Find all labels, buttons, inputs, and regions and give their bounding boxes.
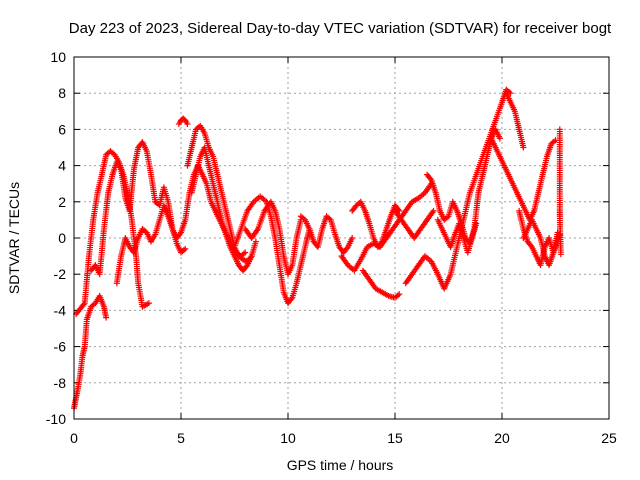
track-6-point	[184, 120, 191, 127]
track-11-point	[349, 235, 356, 241]
y-tick-label: 4	[58, 158, 66, 174]
track-7-point	[252, 238, 259, 245]
y-tick-label: -6	[54, 339, 67, 355]
track-17-point	[427, 175, 434, 182]
x-tick-label: 25	[601, 430, 617, 446]
track-8-point	[243, 263, 250, 270]
track-14-point	[396, 291, 403, 298]
y-tick-label: 2	[58, 194, 66, 210]
y-tick-label: 6	[58, 121, 66, 137]
track-5-point	[176, 230, 183, 237]
chart-title: Day 223 of 2023, Sidereal Day-to-day VTE…	[69, 20, 612, 37]
y-axis-label: SDTVAR / TECUs	[6, 182, 22, 294]
y-tick-label: -10	[46, 411, 66, 427]
track-17-point	[496, 135, 503, 142]
y-tick-label: 0	[58, 230, 66, 246]
track-18-point	[473, 220, 480, 227]
y-tick-label: 10	[50, 49, 66, 65]
track-2-point	[145, 300, 152, 307]
track-8-point	[248, 253, 255, 260]
x-tick-label: 5	[177, 430, 185, 446]
y-tick-label: -4	[54, 302, 67, 318]
track-21-point	[527, 242, 534, 249]
track-9-point	[288, 296, 295, 303]
track-20-point	[520, 144, 527, 151]
x-tick-label: 20	[494, 430, 510, 446]
x-tick-label: 15	[387, 430, 403, 446]
track-4-point	[182, 245, 189, 252]
track-1-point	[103, 314, 110, 321]
x-tick-label: 10	[280, 430, 296, 446]
y-tick-label: 8	[58, 85, 66, 101]
data-marks	[71, 86, 564, 412]
track-5-point	[242, 249, 249, 256]
y-tick-label: -2	[54, 266, 67, 282]
x-tick-label: 0	[70, 430, 78, 446]
track-23-point	[557, 251, 564, 258]
y-tick-label: -8	[54, 375, 67, 391]
track-11-point	[343, 245, 350, 252]
x-axis-label: GPS time / hours	[287, 457, 394, 473]
track-15-point	[430, 207, 437, 214]
track-13-point	[378, 239, 385, 246]
track-2-point	[80, 301, 87, 308]
plot-frame	[73, 56, 610, 420]
